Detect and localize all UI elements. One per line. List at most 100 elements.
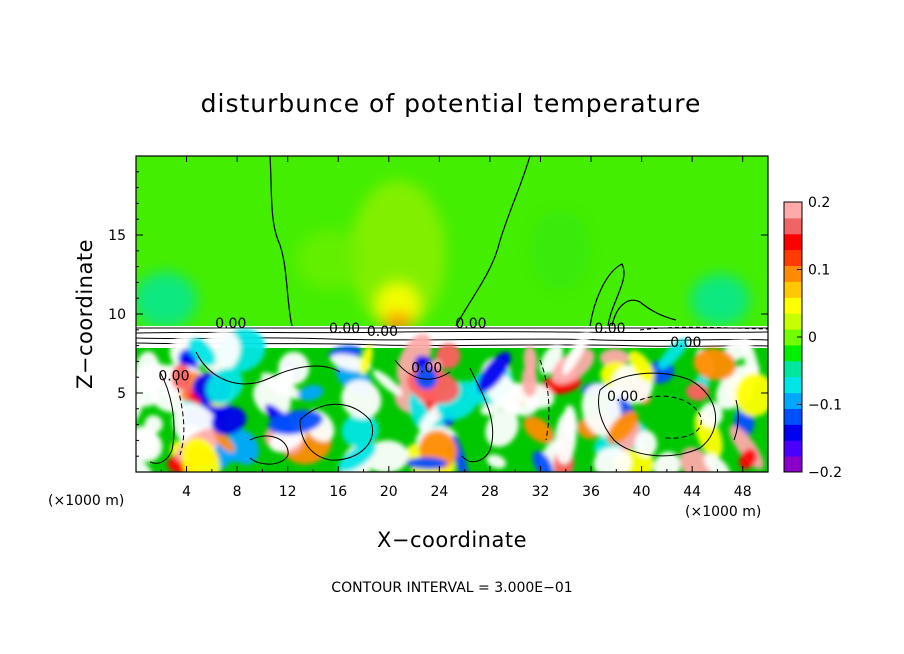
contour-line (733, 399, 739, 441)
contour-line (539, 359, 550, 441)
turbulent-blob (599, 348, 630, 368)
turbulent-blob (523, 416, 554, 444)
contour-line (175, 379, 185, 456)
colorbar-tick-label: 0.2 (808, 195, 830, 211)
contour-line (299, 403, 374, 461)
x-axis-label: X−coordinate (377, 528, 527, 552)
upper-blob (350, 180, 446, 330)
upper-contour (611, 299, 677, 327)
turbulent-blob (267, 409, 323, 435)
colorbar-segment (784, 456, 802, 473)
upper-field (136, 156, 768, 330)
contour-label: 0.00 (158, 368, 189, 384)
inversion-line (639, 326, 768, 331)
x-axis: 4 8 12 16 20 24 28 32 36 40 44 48 (160, 156, 752, 500)
turbulent-blob (359, 345, 373, 376)
contour-line (639, 395, 702, 439)
contour-label: 0.00 (367, 324, 398, 340)
turbulent-blob (477, 351, 511, 393)
turbulent-blob (214, 431, 235, 453)
upper-contour (269, 156, 293, 327)
turbulent-blob (703, 453, 731, 472)
turbulent-blob (372, 369, 403, 397)
turbulent-blob (485, 409, 519, 448)
turbulent-blob (144, 415, 163, 434)
turbulent-blob (206, 368, 244, 405)
contour-line (149, 371, 175, 464)
x-tick-label: 44 (683, 484, 701, 500)
y-tick-label: 5 (117, 386, 126, 402)
contour-interval-note: CONTOUR INTERVAL = 3.000E−01 (331, 580, 572, 596)
contour-label: 0.00 (329, 321, 360, 337)
turbulent-blob (341, 413, 379, 448)
colorbar-tick-label: 0 (808, 330, 817, 346)
turbulent-blob (341, 379, 382, 419)
contour-labels: 0.00 0.00 0.00 0.00 0.00 0.00 0.00 0.00 0.00 (158, 316, 701, 405)
chart-title: disturbunce of potential temperature (201, 89, 702, 118)
turbulent-blob (414, 366, 438, 390)
colorbar-segment (784, 344, 802, 362)
x-tick-label: 40 (633, 484, 651, 500)
upper-contour (455, 156, 531, 327)
turbulent-blob (581, 383, 621, 437)
turbulent-blob (628, 350, 655, 383)
colorbar-segment (784, 297, 802, 314)
colorbar-tick-label: −0.2 (808, 465, 842, 481)
x-tick-label: 20 (380, 484, 398, 500)
turbulent-blob (480, 403, 500, 416)
turbulent-blobs (136, 328, 768, 472)
turbulent-blob (653, 451, 681, 472)
x-tick-label: 48 (734, 484, 752, 500)
x-tick-label: 24 (430, 484, 448, 500)
x-tick-label: 32 (532, 484, 550, 500)
colorbar-tick-label: −0.1 (808, 398, 842, 414)
contour-label: 0.00 (455, 316, 486, 332)
colorbar-segment (784, 265, 802, 282)
upper-blob (295, 230, 365, 290)
y-tick-label: 15 (108, 228, 126, 244)
contour-label: 0.00 (594, 321, 625, 337)
turbulent-blob (554, 411, 577, 465)
x-tick-label: 4 (182, 484, 191, 500)
contour-line (249, 435, 289, 465)
turbulent-blob (136, 363, 173, 389)
contour-line (394, 359, 451, 380)
turbulent-blob (486, 454, 506, 469)
upper-contours (269, 156, 677, 327)
y-axis-label: Z−coordinate (73, 239, 97, 389)
x-unit-left: (×1000 m) (48, 493, 124, 509)
turbulent-blob (396, 333, 432, 385)
upper-field-blobs (136, 180, 750, 332)
colorbar-segment (784, 281, 802, 298)
x-tick-label: 36 (582, 484, 600, 500)
upper-blob (136, 272, 197, 328)
colorbar-segment (784, 217, 802, 235)
colorbar-segment (784, 360, 802, 378)
contour-line (195, 351, 341, 385)
y-tick-label: 10 (108, 307, 126, 323)
upper-contour (589, 263, 625, 327)
colorbar-segment (784, 376, 802, 394)
turbulent-blob (735, 372, 768, 417)
colorbar-segment (784, 408, 802, 425)
contour-label: 0.00 (411, 360, 442, 376)
turbulent-blob (171, 363, 191, 391)
turbulent-blob (739, 448, 757, 470)
turbulent-blob (406, 456, 447, 470)
contour-line (598, 372, 716, 457)
turbulent-blob (593, 446, 632, 472)
colorbar-segment (784, 440, 802, 457)
turbulent-blob (211, 406, 247, 436)
colorbar-segment (784, 329, 802, 346)
turbulent-blob (228, 429, 259, 465)
turbulent-blob (607, 410, 639, 445)
turbulent-blob (136, 430, 163, 462)
colorbar-segment (784, 392, 802, 409)
y-axis: 5 10 15 (108, 171, 768, 457)
contour-lines (149, 351, 739, 465)
plot-area: 0.00 0.00 0.00 0.00 0.00 0.00 0.00 0.00 0.00 (136, 156, 768, 472)
turbulent-blob (634, 430, 658, 457)
x-tick-label: 28 (481, 484, 499, 500)
turbulent-blob (562, 330, 590, 375)
